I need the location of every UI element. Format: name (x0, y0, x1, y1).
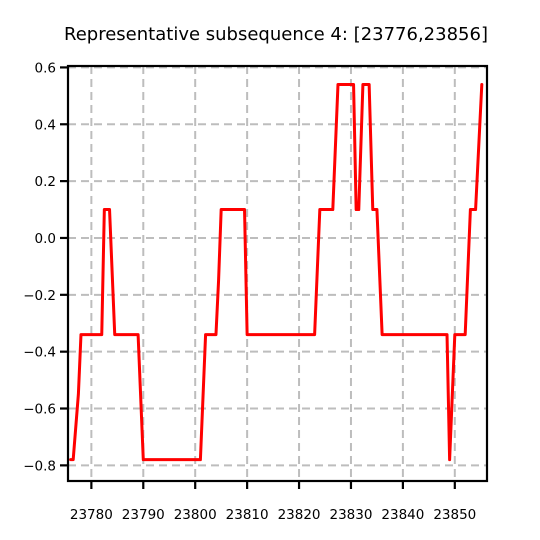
y-tick-label: 0.6 (35, 60, 56, 76)
x-tick-label: 23830 (329, 507, 372, 523)
y-tick-label: 0.2 (35, 174, 56, 190)
x-axis: 23780 23790 23800 23810 23820 23830 23840 23850 (70, 481, 476, 523)
y-axis: −0.8 −0.6 −0.4 −0.2 0.0 0.2 0.4 0.6 (23, 60, 68, 474)
x-tick-label: 23780 (70, 507, 113, 523)
series-line (69, 82, 484, 462)
y-tick-label: 0.0 (35, 231, 56, 247)
x-tick-label: 23800 (174, 507, 217, 523)
x-tick-label: 23820 (278, 507, 321, 523)
grid-lines (68, 66, 487, 481)
y-tick-label: −0.8 (23, 458, 56, 474)
plot-frame (66, 64, 489, 483)
y-tick-label: −0.4 (23, 345, 56, 361)
chart-title: Representative subsequence 4: [23776,238… (64, 24, 488, 45)
y-tick-label: −0.2 (23, 288, 56, 304)
x-tick-label: 23850 (433, 507, 476, 523)
x-tick-label: 23810 (226, 507, 269, 523)
x-tick-label: 23840 (381, 507, 424, 523)
y-tick-label: −0.6 (23, 402, 56, 418)
x-tick-label: 23790 (122, 507, 165, 523)
y-tick-label: 0.4 (35, 117, 56, 133)
